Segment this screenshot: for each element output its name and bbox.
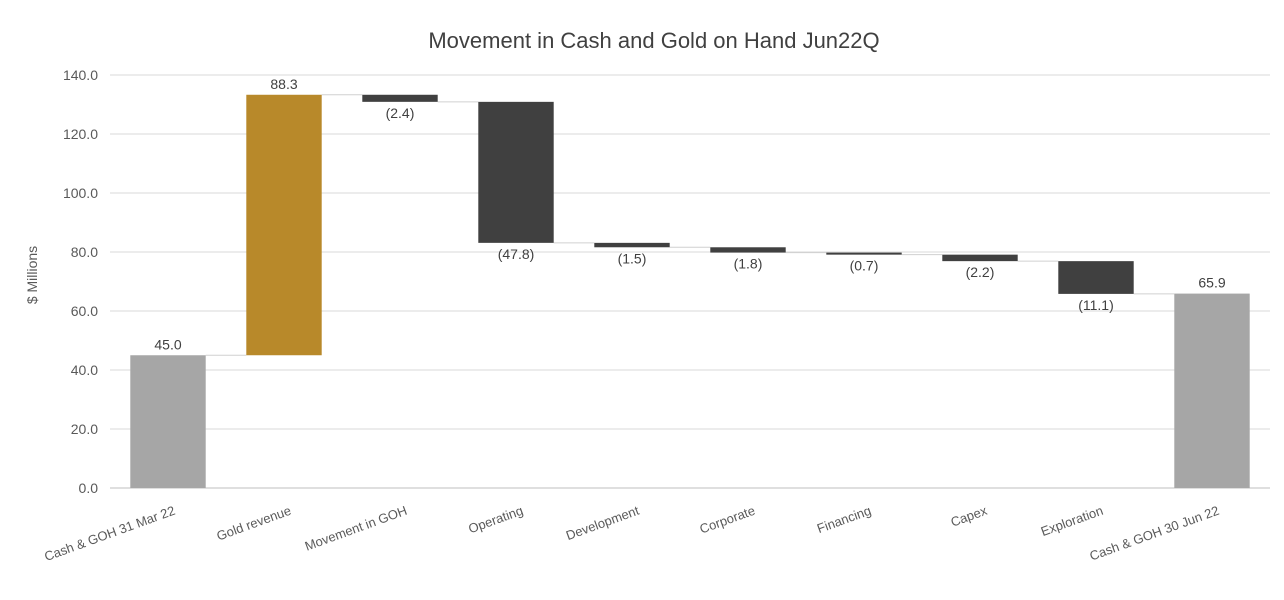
y-tick-label: 80.0 (71, 244, 98, 260)
bar-corporate (710, 247, 786, 253)
y-tick-label: 140.0 (63, 67, 98, 83)
y-tick-label: 60.0 (71, 303, 98, 319)
data-label: (1.5) (618, 250, 647, 266)
y-tick-label: 120.0 (63, 126, 98, 142)
connectors (205, 94, 1175, 356)
x-tick-label: Financing (815, 503, 873, 536)
data-label: (11.1) (1078, 297, 1114, 313)
y-tick-label: 100.0 (63, 185, 98, 201)
bar-movement-in-goh (362, 94, 438, 102)
data-label: 88.3 (270, 76, 297, 92)
x-tick-label: Movement in GOH (303, 503, 409, 554)
chart-title: Movement in Cash and Gold on Hand Jun22Q (428, 28, 879, 53)
data-label: (2.2) (966, 264, 995, 280)
bar-cash-goh-31-mar-22 (130, 355, 206, 488)
x-tick-label: Corporate (698, 503, 757, 537)
data-label: (1.8) (734, 256, 763, 272)
x-tick-label: Operating (466, 503, 525, 537)
x-tick-label: Cash & GOH 30 Jun 22 (1088, 503, 1221, 564)
x-axis-categories: Cash & GOH 31 Mar 22 Gold revenue Movement… (42, 503, 1221, 564)
data-label: (0.7) (850, 258, 879, 274)
bar-development (594, 242, 670, 248)
x-tick-label: Development (564, 503, 641, 543)
x-tick-label: Gold revenue (215, 503, 293, 544)
x-tick-label: Exploration (1039, 503, 1105, 539)
bars (130, 94, 1250, 488)
bar-gold-revenue (246, 94, 322, 356)
x-tick-label: Cash & GOH 31 Mar 22 (42, 503, 177, 564)
data-label: 45.0 (154, 336, 181, 352)
y-tick-label: 20.0 (71, 421, 98, 437)
data-labels: 45.0 88.3 (2.4) (47.8) (1.5) (1.8) (0.7) (2.2) (… (154, 76, 1225, 352)
bar-capex (942, 254, 1018, 262)
y-axis-ticks: 0.0 20.0 40.0 60.0 80.0 100.0 120.0 140.0 (63, 67, 98, 496)
bar-exploration (1058, 261, 1134, 294)
y-axis-label: $ Millions (24, 246, 40, 304)
y-tick-label: 40.0 (71, 362, 98, 378)
bar-cash-goh-30-jun-22 (1174, 293, 1250, 488)
y-tick-label: 0.0 (79, 480, 99, 496)
data-label: (47.8) (498, 246, 535, 262)
data-label: (2.4) (386, 105, 415, 121)
bar-financing (826, 252, 902, 255)
bar-operating (478, 101, 554, 243)
data-label: 65.9 (1198, 275, 1225, 291)
x-tick-label: Capex (949, 503, 990, 530)
